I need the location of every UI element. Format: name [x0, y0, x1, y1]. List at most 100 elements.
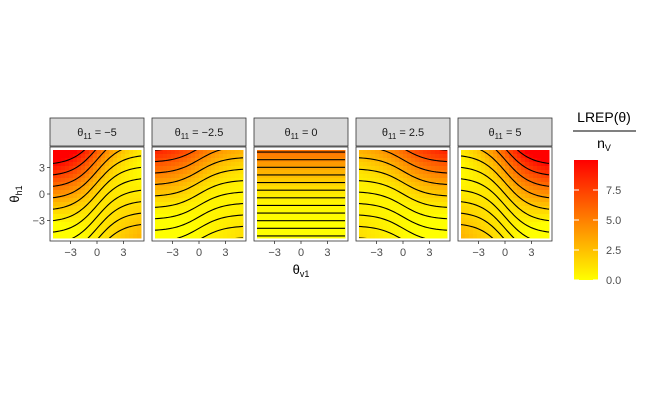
heatmap-cell [191, 150, 196, 155]
heatmap-cell [175, 170, 180, 175]
heatmap-cell [387, 170, 392, 175]
heatmap-cell [207, 154, 212, 159]
heatmap-cell [305, 194, 310, 199]
heatmap-cell [93, 218, 98, 223]
heatmap-cell [93, 166, 98, 171]
heatmap-cell [341, 214, 346, 219]
heatmap-cell [187, 154, 192, 159]
heatmap-cell [359, 182, 364, 187]
heatmap-cell [367, 210, 372, 215]
heatmap-cell [379, 230, 384, 235]
heatmap-cell [235, 158, 240, 163]
heatmap-cell [431, 234, 436, 239]
heatmap-cell [223, 186, 228, 191]
heatmap-cell [321, 206, 326, 211]
heatmap-cell [77, 150, 82, 155]
heatmap-cell [383, 210, 388, 215]
contour-line [359, 157, 447, 185]
heatmap-cell [211, 186, 216, 191]
heatmap-cell [485, 230, 490, 235]
heatmap-cell [423, 178, 428, 183]
heatmap-cell [85, 186, 90, 191]
heatmap-cell [533, 210, 538, 215]
heatmap-cell [57, 194, 62, 199]
heatmap-cell [489, 218, 494, 223]
x-tick-label: 0 [400, 247, 406, 259]
heatmap-cell [261, 170, 266, 175]
heatmap-cell [321, 214, 326, 219]
heatmap-cell [199, 154, 204, 159]
heatmap-cell [435, 214, 440, 219]
heatmap-cell [101, 182, 106, 187]
heatmap-cell [411, 190, 416, 195]
heatmap-cell [371, 230, 376, 235]
heatmap-cell [73, 202, 78, 207]
heatmap-cell [261, 198, 266, 203]
heatmap-cell [489, 210, 494, 215]
heatmap-cell [199, 150, 204, 155]
heatmap-cell [403, 150, 408, 155]
heatmap-cell [427, 170, 432, 175]
heatmap-cell [537, 230, 542, 235]
heatmap-cell [231, 186, 236, 191]
heatmap-cell [493, 178, 498, 183]
heatmap-cell [113, 194, 118, 199]
heatmap-cell [485, 182, 490, 187]
heatmap-cell [497, 230, 502, 235]
heatmap-cell [129, 206, 134, 211]
heatmap-cell [289, 198, 294, 203]
heatmap-cell [69, 170, 74, 175]
heatmap-cell [403, 202, 408, 207]
heatmap-cell [163, 234, 168, 239]
heatmap-cell [133, 174, 138, 179]
heatmap-cell [481, 166, 486, 171]
heatmap-cell [133, 222, 138, 227]
heatmap-cell [427, 182, 432, 187]
heatmap-cell [199, 222, 204, 227]
heatmap-cell [207, 174, 212, 179]
heatmap-cell [371, 194, 376, 199]
heatmap-cell [407, 174, 412, 179]
facet-param-base: θ [175, 127, 181, 139]
heatmap-cell [257, 174, 262, 179]
heatmap-cell [113, 218, 118, 223]
heatmap-cell [89, 162, 94, 167]
heatmap-cell [277, 170, 282, 175]
heatmap-cell [305, 214, 310, 219]
heatmap-cell [419, 162, 424, 167]
heatmap-cell [375, 154, 380, 159]
heatmap-cell [129, 162, 134, 167]
heatmap-cell [403, 186, 408, 191]
heatmap-cell [53, 194, 58, 199]
heatmap-cell [363, 214, 368, 219]
heatmap-cell [465, 206, 470, 211]
heatmap-cell [109, 218, 114, 223]
heatmap-cell [481, 174, 486, 179]
heatmap-cell [133, 198, 138, 203]
heatmap-cell [109, 190, 114, 195]
heatmap-cell [501, 230, 506, 235]
contour-line [71, 189, 141, 238]
heatmap-cell [207, 222, 212, 227]
heatmap-cell [85, 174, 90, 179]
heatmap-cell [509, 206, 514, 211]
heatmap-cell [155, 154, 160, 159]
heatmap-cell [411, 170, 416, 175]
heatmap-cell [465, 182, 470, 187]
heatmap-cell [541, 182, 546, 187]
heatmap-cell [521, 162, 526, 167]
heatmap-cell [501, 226, 506, 231]
heatmap-cell [125, 162, 130, 167]
heatmap-cell [505, 190, 510, 195]
heatmap-cell [163, 150, 168, 155]
heatmap-cell [159, 158, 164, 163]
heatmap-cell [53, 234, 58, 239]
heatmap-cell [443, 150, 448, 155]
heatmap-cell [105, 198, 110, 203]
heatmap-cell [203, 206, 208, 211]
heatmap-cell [473, 190, 478, 195]
heatmap-cell [329, 178, 334, 183]
heatmap-cell [85, 158, 90, 163]
color-legend: LREP(θ) nV 0.02.55.07.5 [573, 109, 636, 287]
heatmap-cell [163, 214, 168, 219]
